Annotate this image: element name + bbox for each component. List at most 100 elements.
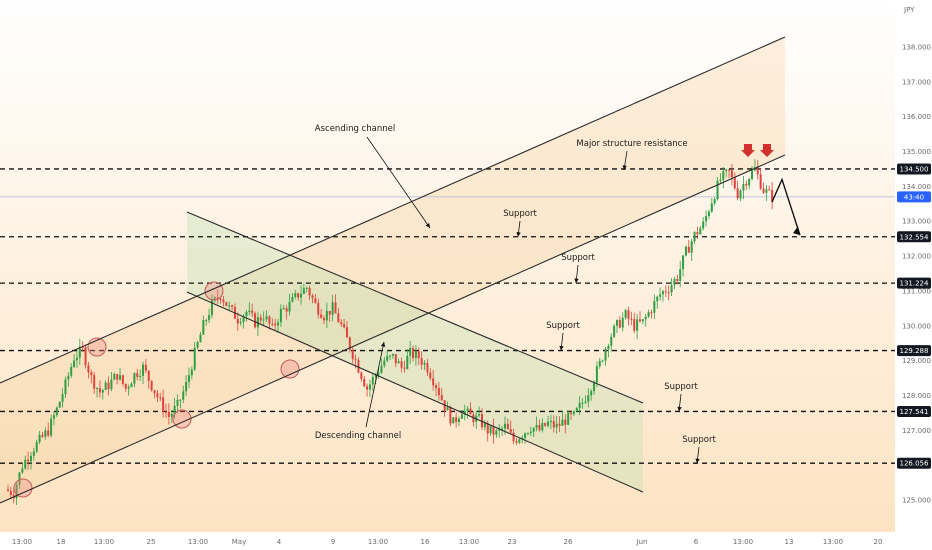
x-tick-label: 13:00 bbox=[12, 538, 32, 546]
descending-channel-upper[interactable] bbox=[186, 211, 644, 404]
candle-body bbox=[561, 419, 564, 426]
candle-body bbox=[429, 372, 432, 379]
candle-body bbox=[61, 394, 64, 402]
candle-body bbox=[489, 425, 492, 434]
candle-body bbox=[96, 388, 99, 390]
price-level-tag[interactable] bbox=[897, 457, 931, 469]
y-tick-label: 136.000 bbox=[902, 113, 931, 121]
resistance-arrow-icon bbox=[741, 144, 755, 157]
candle-body bbox=[268, 316, 271, 324]
candle-body bbox=[32, 451, 35, 456]
candle-body bbox=[320, 314, 323, 318]
candle-body bbox=[314, 298, 317, 303]
candle-body bbox=[693, 232, 696, 242]
candle-body bbox=[526, 433, 529, 435]
candle-body bbox=[101, 390, 104, 393]
y-tick-label: 127.000 bbox=[902, 427, 931, 435]
candle-body bbox=[274, 323, 277, 326]
candle-body bbox=[397, 361, 400, 364]
candle-body bbox=[167, 411, 170, 417]
candle-body bbox=[182, 391, 185, 400]
candle-body bbox=[239, 322, 242, 324]
support-label: Support bbox=[664, 382, 698, 392]
x-tick-label: 13:00 bbox=[188, 538, 208, 546]
candle-body bbox=[739, 190, 742, 199]
candle-body bbox=[673, 278, 676, 286]
candle-body bbox=[164, 411, 168, 413]
price-level-tag[interactable] bbox=[897, 345, 931, 357]
candle-body bbox=[435, 385, 438, 389]
x-tick-label: 13:00 bbox=[94, 538, 114, 546]
candle-body bbox=[664, 291, 667, 293]
projection-arrowhead bbox=[793, 226, 800, 236]
price-level-tag-text: 132.554 bbox=[900, 233, 929, 241]
candle-body bbox=[98, 388, 101, 393]
candle-body bbox=[509, 429, 512, 433]
candle-body bbox=[245, 311, 248, 317]
descending-channel-lower[interactable] bbox=[186, 291, 644, 493]
candle-body bbox=[535, 424, 538, 428]
candle-body bbox=[676, 278, 679, 281]
candle-body bbox=[469, 408, 472, 415]
candle-body bbox=[113, 374, 116, 380]
annotation-arrowhead bbox=[559, 345, 564, 351]
candle-body bbox=[139, 375, 142, 377]
candle-body bbox=[719, 179, 722, 181]
candle-body bbox=[584, 401, 587, 403]
candle-body bbox=[624, 310, 627, 318]
candle-body bbox=[696, 232, 699, 235]
candle-body bbox=[627, 310, 630, 319]
candle-body bbox=[641, 319, 644, 322]
y-tick-label: 131.000 bbox=[902, 287, 931, 295]
candle-body bbox=[29, 455, 32, 462]
candle-body bbox=[70, 367, 73, 376]
candle-body bbox=[728, 169, 731, 171]
candle-body bbox=[417, 351, 420, 359]
candle-body bbox=[618, 320, 621, 328]
descending-channel-label: Descending channel bbox=[315, 431, 401, 441]
candle-body bbox=[667, 292, 670, 294]
candle-body bbox=[722, 171, 725, 180]
candle-body bbox=[147, 370, 150, 381]
price-level-tag-text: 127.541 bbox=[900, 408, 929, 416]
candle-body bbox=[231, 305, 234, 307]
candle-body bbox=[228, 305, 231, 307]
candle-body bbox=[607, 345, 610, 350]
time-axis[interactable] bbox=[0, 532, 932, 550]
candle-body bbox=[124, 383, 127, 389]
annotation-leader bbox=[365, 341, 385, 428]
candle-body bbox=[751, 170, 754, 179]
candle-body bbox=[363, 378, 366, 387]
candle-body bbox=[412, 347, 415, 359]
price-level-tag[interactable] bbox=[897, 231, 931, 243]
candle-body bbox=[213, 297, 216, 300]
candle-body bbox=[460, 414, 463, 419]
candle-body bbox=[578, 402, 581, 409]
x-tick-label: 18 bbox=[57, 538, 66, 546]
candle-body bbox=[478, 414, 481, 416]
candle-body bbox=[351, 349, 354, 360]
x-tick-label: 25 bbox=[147, 538, 156, 546]
candle-body bbox=[150, 380, 153, 391]
candle-body bbox=[256, 317, 259, 328]
annotation-arrowhead bbox=[516, 232, 521, 237]
candle-body bbox=[730, 170, 733, 178]
candle-body bbox=[638, 319, 641, 322]
candle-body bbox=[512, 432, 515, 442]
ascending-channel-upper[interactable] bbox=[0, 36, 786, 384]
candle-body bbox=[756, 167, 759, 175]
countdown-tag bbox=[897, 191, 931, 203]
candle-body bbox=[558, 423, 561, 426]
candle-body bbox=[104, 382, 107, 391]
candle-body bbox=[84, 347, 87, 366]
candle-body bbox=[656, 296, 659, 302]
price-level-tag[interactable] bbox=[897, 163, 931, 175]
ascending-channel-lower[interactable] bbox=[0, 154, 786, 504]
x-tick-label: 13:00 bbox=[823, 538, 843, 546]
candle-body bbox=[581, 402, 584, 404]
ascending-channel-label: Ascending channel bbox=[315, 124, 395, 134]
price-level-tag[interactable] bbox=[897, 277, 931, 289]
price-level-tag[interactable] bbox=[897, 405, 931, 417]
